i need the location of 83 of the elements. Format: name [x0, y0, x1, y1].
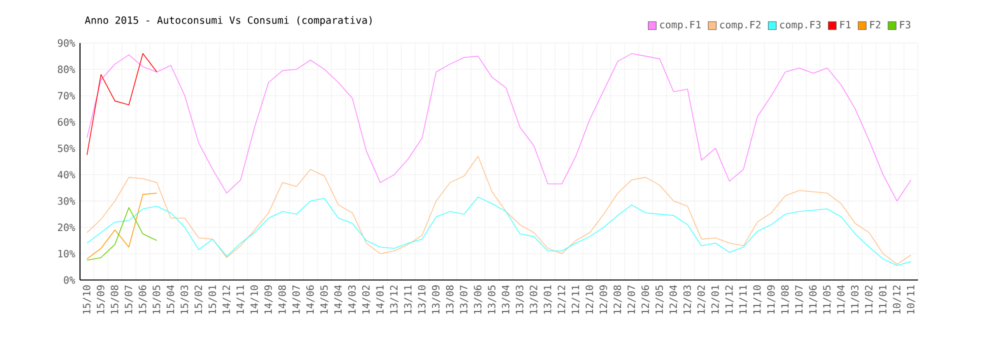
- legend-label: F2: [870, 20, 880, 28]
- x-tick-label: 15/01: [208, 285, 217, 314]
- y-tick-label: 80%: [58, 66, 76, 74]
- x-tick-label: 15/10: [82, 285, 92, 314]
- x-tick-label: 13/05: [488, 286, 496, 314]
- y-tick-label: 20%: [58, 224, 76, 232]
- x-tick-label: 12/07: [628, 285, 636, 314]
- x-tick-label: 13/01: [544, 285, 552, 314]
- x-tick-label: 15/06: [138, 285, 148, 314]
- y-tick-label: 30%: [58, 197, 76, 205]
- x-tick-label: 14/08: [278, 285, 287, 314]
- x-tick-label: 12/03: [683, 285, 692, 314]
- x-tick-label: 12/12: [558, 286, 566, 314]
- legend-label: comp.F1: [660, 20, 701, 30]
- x-tick-label: 11/08: [781, 285, 790, 314]
- x-tick-label: 12/06: [641, 285, 650, 314]
- legend-label: comp.F2: [720, 20, 760, 30]
- x-tick-label: 13/03: [516, 285, 524, 314]
- x-tick-label: 14/02: [362, 286, 370, 314]
- x-tick-label: 12/01: [711, 285, 720, 314]
- x-tick-label: 14/07: [292, 285, 301, 314]
- x-tick-label: 11/11: [739, 285, 748, 314]
- x-tick-label: 11/05: [823, 286, 832, 314]
- x-tick-label: 12/05: [655, 286, 664, 314]
- x-tick-label: 15/04: [166, 285, 175, 314]
- line-series: [86, 207, 158, 261]
- x-tick-label: 15/03: [180, 285, 189, 314]
- x-tick-label: 11/07: [795, 285, 804, 314]
- x-tick-label: 11/12: [725, 286, 734, 314]
- x-tick-label: 14/05: [320, 286, 329, 314]
- x-tick-label: 11/03: [850, 285, 860, 314]
- y-tick-label: 70%: [58, 92, 76, 100]
- x-tick-label: 12/10: [586, 285, 594, 314]
- x-tick-label: 13/04: [502, 285, 510, 314]
- y-tick-label: 60%: [58, 118, 76, 126]
- x-tick-label: 11/02: [864, 286, 874, 314]
- x-tick-label: 13/12: [390, 286, 398, 314]
- line-series: [86, 196, 912, 266]
- x-tick-label: 15/07: [124, 285, 134, 314]
- legend-label: comp.F3: [780, 20, 821, 30]
- y-tick-label: 10%: [58, 250, 76, 258]
- x-tick-label: 12/09: [600, 285, 608, 314]
- line-series: [86, 156, 912, 265]
- x-tick-label: 13/02: [530, 286, 538, 314]
- x-tick-label: 12/08: [614, 285, 622, 314]
- x-tick-label: 14/12: [222, 286, 231, 314]
- x-tick-label: 13/10: [418, 285, 426, 314]
- x-tick-label: 14/03: [348, 285, 357, 314]
- x-tick-label: 10/12: [892, 286, 902, 314]
- x-tick-label: 12/11: [572, 285, 580, 314]
- x-tick-label: 11/06: [809, 285, 818, 314]
- x-tick-label: 11/01: [878, 285, 888, 314]
- line-series: [86, 53, 158, 156]
- chart-title: Anno 2015 - Autoconsumi Vs Consumi (comparativa): [84, 16, 372, 26]
- x-tick-label: 12/02: [697, 286, 706, 314]
- line-series: [86, 192, 158, 260]
- x-tick-label: 11/09: [767, 285, 776, 314]
- y-tick-label: 50%: [58, 144, 76, 152]
- x-tick-label: 14/01: [376, 285, 384, 314]
- y-tick-label: 0%: [64, 276, 76, 284]
- x-tick-label: 13/11: [404, 285, 412, 314]
- x-tick-label: 11/04: [837, 285, 846, 314]
- legend-label: F3: [900, 20, 910, 28]
- x-tick-label: 13/08: [446, 285, 454, 314]
- x-tick-label: 13/07: [460, 285, 468, 314]
- x-tick-label: 13/09: [432, 285, 440, 314]
- x-tick-label: 15/05: [152, 286, 161, 314]
- y-tick-label: 90%: [58, 39, 76, 47]
- y-tick-label: 40%: [58, 170, 76, 178]
- line-series: [86, 53, 912, 202]
- x-tick-label: 14/09: [264, 285, 273, 314]
- x-tick-label: 12/04: [669, 285, 678, 314]
- x-tick-label: 13/06: [474, 285, 482, 314]
- x-tick-label: 14/06: [306, 285, 315, 314]
- x-tick-label: 14/10: [250, 285, 259, 314]
- x-tick-label: 14/04: [334, 285, 343, 314]
- x-tick-label: 15/02: [194, 286, 203, 314]
- x-tick-label: 10/11: [906, 285, 916, 314]
- x-tick-label: 11/10: [753, 285, 762, 314]
- legend-label: F1: [840, 20, 851, 28]
- x-tick-label: 15/08: [110, 285, 120, 314]
- x-tick-label: 14/11: [236, 285, 245, 314]
- x-tick-label: 15/09: [96, 285, 106, 314]
